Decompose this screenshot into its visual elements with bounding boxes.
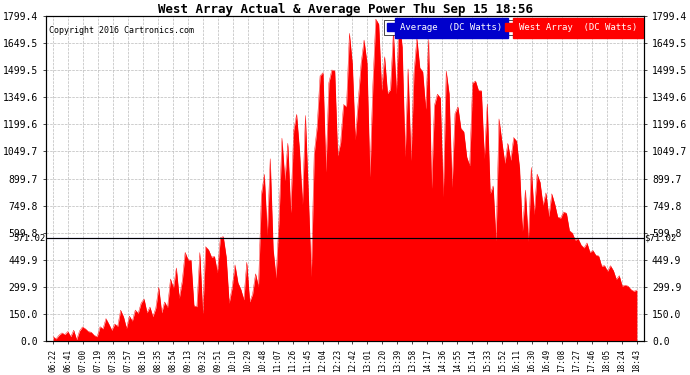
Text: $71.02: $71.02 (644, 234, 677, 243)
Legend: Average  (DC Watts), West Array  (DC Watts): Average (DC Watts), West Array (DC Watts… (384, 20, 640, 35)
Title: West Array Actual & Average Power Thu Sep 15 18:56: West Array Actual & Average Power Thu Se… (157, 3, 533, 16)
Text: Copyright 2016 Cartronics.com: Copyright 2016 Cartronics.com (49, 26, 194, 34)
Text: 571.02: 571.02 (13, 234, 46, 243)
